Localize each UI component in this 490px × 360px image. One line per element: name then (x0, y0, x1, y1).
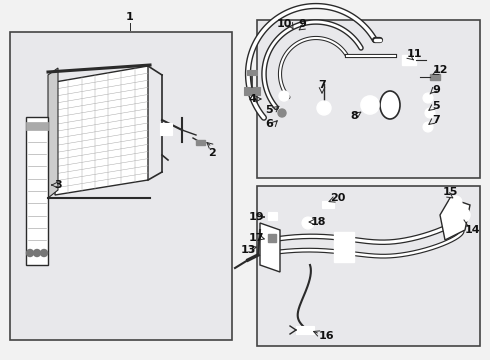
Text: 8: 8 (350, 111, 358, 121)
Bar (257, 20, 480, 178)
Bar (268, 212, 277, 220)
Text: 2: 2 (208, 148, 216, 158)
Circle shape (423, 93, 433, 103)
Text: 1: 1 (126, 12, 134, 22)
Bar (322, 201, 334, 208)
Text: 20: 20 (330, 193, 345, 203)
Bar (402, 55, 416, 65)
Polygon shape (440, 198, 470, 240)
Text: 16: 16 (318, 331, 334, 341)
Bar (244, 87, 260, 95)
Bar (430, 74, 440, 80)
Text: 9: 9 (432, 85, 440, 95)
Bar (257, 186, 480, 346)
Circle shape (26, 249, 33, 256)
Bar (196, 140, 205, 145)
Circle shape (456, 208, 470, 222)
Ellipse shape (380, 91, 400, 119)
Text: 11: 11 (406, 49, 422, 59)
Text: 3: 3 (54, 180, 62, 190)
Text: 4: 4 (248, 94, 256, 104)
Text: 5: 5 (265, 105, 273, 115)
Text: 19: 19 (248, 212, 264, 222)
Polygon shape (260, 223, 280, 272)
Circle shape (278, 109, 286, 117)
Bar (268, 234, 276, 242)
Bar (26, 122, 48, 130)
Text: 5: 5 (432, 101, 440, 111)
Text: 9: 9 (298, 19, 306, 29)
Circle shape (423, 122, 433, 132)
Bar (334, 232, 354, 262)
Circle shape (279, 91, 289, 101)
Text: 14: 14 (464, 225, 480, 235)
Circle shape (302, 217, 314, 229)
Circle shape (41, 249, 48, 256)
Circle shape (450, 196, 462, 208)
Text: 15: 15 (442, 187, 458, 197)
Text: 13: 13 (240, 245, 256, 255)
Bar (160, 123, 172, 135)
Circle shape (317, 101, 331, 115)
Text: 10: 10 (276, 19, 292, 29)
Text: 6: 6 (265, 119, 273, 129)
Circle shape (361, 96, 379, 114)
Text: 12: 12 (432, 65, 448, 75)
Bar (296, 326, 314, 334)
Text: 7: 7 (432, 115, 440, 125)
Text: 17: 17 (248, 233, 264, 243)
Text: 18: 18 (310, 217, 326, 227)
Circle shape (425, 108, 435, 118)
Polygon shape (48, 68, 58, 198)
Bar (26, 117, 48, 265)
Polygon shape (55, 66, 148, 195)
Circle shape (33, 249, 41, 256)
Bar (10, 32, 232, 340)
Bar (247, 70, 257, 75)
Text: 7: 7 (318, 80, 326, 90)
